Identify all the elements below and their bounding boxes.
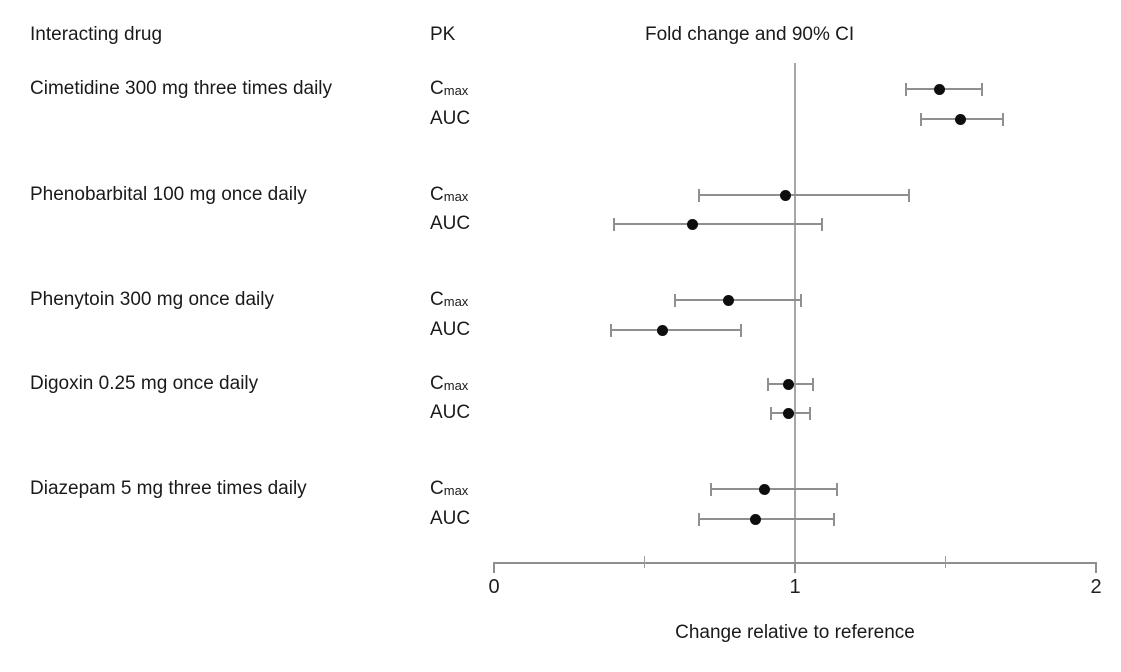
ci-bar bbox=[698, 518, 835, 520]
pk-label: AUC bbox=[430, 108, 471, 129]
point-estimate bbox=[750, 513, 762, 525]
pk-label: Cmax bbox=[430, 478, 469, 499]
ci-cap-left bbox=[697, 189, 700, 202]
column-header-interacting-drug: Interacting drug bbox=[30, 24, 163, 45]
point-estimate bbox=[955, 113, 967, 125]
ci-cap-right bbox=[980, 83, 983, 96]
point-estimate bbox=[783, 378, 795, 390]
x-tick-major bbox=[794, 562, 796, 573]
ci-cap-left bbox=[613, 218, 616, 231]
x-tick-label: 0 bbox=[488, 576, 500, 598]
ci-bar bbox=[611, 329, 741, 331]
ci-cap-left bbox=[673, 294, 676, 307]
x-tick-minor bbox=[644, 556, 645, 568]
x-tick-label: 1 bbox=[789, 576, 801, 598]
point-estimate bbox=[783, 407, 795, 419]
ci-cap-right bbox=[739, 324, 742, 337]
ci-cap-right bbox=[1001, 113, 1004, 126]
point-estimate bbox=[657, 324, 669, 336]
ci-cap-left bbox=[697, 513, 700, 526]
pk-label: AUC bbox=[430, 402, 471, 423]
x-axis-title: Change relative to reference bbox=[675, 622, 915, 643]
ci-cap-right bbox=[836, 483, 839, 496]
x-tick-label: 2 bbox=[1090, 576, 1102, 598]
pk-label: Cmax bbox=[430, 184, 469, 205]
ci-cap-left bbox=[610, 324, 613, 337]
ci-cap-right bbox=[812, 378, 815, 391]
x-tick-minor bbox=[945, 556, 946, 568]
point-estimate bbox=[723, 294, 735, 306]
pk-label: Cmax bbox=[430, 78, 469, 99]
ci-cap-left bbox=[709, 483, 712, 496]
drug-label: Diazepam 5 mg three times daily bbox=[30, 478, 307, 499]
pk-label: Cmax bbox=[430, 289, 469, 310]
drug-label: Cimetidine 300 mg three times daily bbox=[30, 78, 333, 99]
x-tick-major bbox=[493, 562, 495, 573]
ci-bar bbox=[614, 223, 823, 225]
ci-cap-left bbox=[769, 407, 772, 420]
ci-cap-right bbox=[800, 294, 803, 307]
ci-bar bbox=[710, 488, 838, 490]
ci-cap-left bbox=[905, 83, 908, 96]
drug-label: Phenobarbital 100 mg once daily bbox=[30, 184, 307, 205]
column-header-fold-change: Fold change and 90% CI bbox=[645, 24, 855, 45]
x-tick-major bbox=[1095, 562, 1097, 573]
ci-cap-left bbox=[766, 378, 769, 391]
ci-cap-right bbox=[821, 218, 824, 231]
drug-label: Digoxin 0.25 mg once daily bbox=[30, 373, 259, 394]
drug-label: Phenytoin 300 mg once daily bbox=[30, 289, 274, 310]
pk-label: AUC bbox=[430, 319, 471, 340]
ci-cap-right bbox=[908, 189, 911, 202]
column-header-pk: PK bbox=[430, 24, 456, 45]
point-estimate bbox=[780, 189, 792, 201]
pk-label: AUC bbox=[430, 508, 471, 529]
reference-line bbox=[794, 63, 796, 564]
pk-label: Cmax bbox=[430, 373, 469, 394]
point-estimate bbox=[759, 483, 771, 495]
ci-cap-right bbox=[833, 513, 836, 526]
ci-cap-left bbox=[920, 113, 923, 126]
ci-bar bbox=[698, 194, 910, 196]
ci-bar bbox=[674, 299, 801, 301]
ci-cap-right bbox=[809, 407, 812, 420]
point-estimate bbox=[933, 83, 945, 95]
pk-label: AUC bbox=[430, 213, 471, 234]
point-estimate bbox=[687, 218, 699, 230]
